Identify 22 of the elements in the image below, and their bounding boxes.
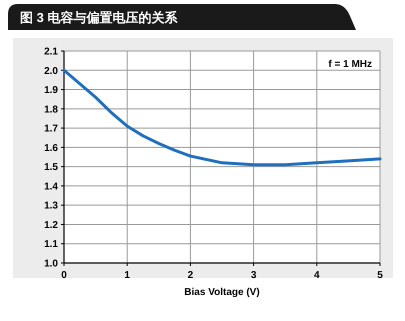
y-tick-label: 1.0 [44, 258, 58, 270]
x-tick-label: 5 [377, 270, 384, 281]
x-tick-label: 1 [124, 270, 130, 281]
x-tick-label: 0 [61, 270, 68, 281]
y-tick-label: 1.7 [44, 124, 58, 135]
y-tick-label: 1.1 [44, 239, 58, 250]
x-axis-title: Bias Voltage (V) [184, 287, 260, 298]
annotation: f = 1 MHz [328, 59, 372, 70]
y-tick-label: 1.2 [44, 220, 58, 231]
x-tick-label: 3 [250, 270, 257, 281]
y-tick-label: 2.0 [44, 66, 58, 77]
x-tick-label: 2 [188, 270, 194, 281]
y-tick-label: 1.3 [44, 200, 58, 212]
x-tick-label: 4 [314, 270, 320, 281]
y-tick-label: 1.9 [44, 85, 58, 96]
y-tick-label: 1.5 [44, 162, 58, 174]
y-tick-label: 2.1 [44, 46, 58, 58]
line-series [62, 68, 382, 166]
y-tick-label: 1.4 [44, 181, 58, 192]
y-tick-label: 1.6 [44, 142, 58, 154]
y-tick-label: 1.8 [44, 104, 58, 116]
chart-title: 图 3 电容与偏置电压的关系 [20, 10, 178, 25]
